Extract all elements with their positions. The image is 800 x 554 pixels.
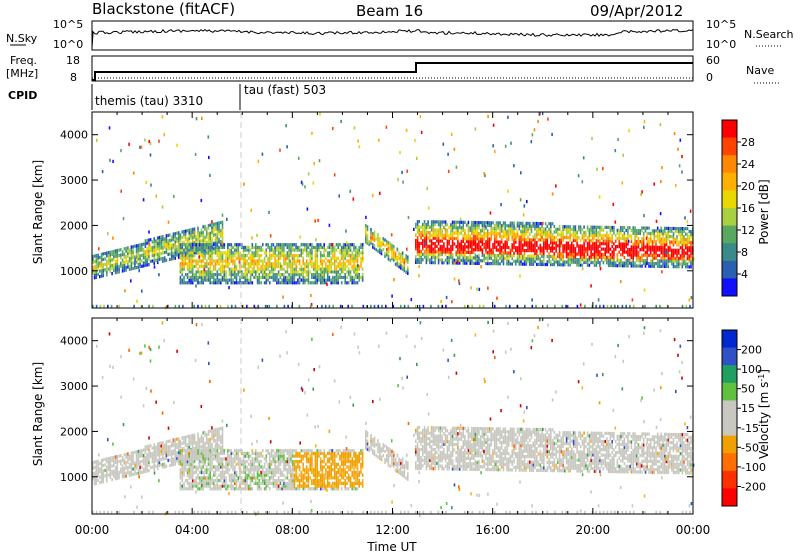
colorbar-swatch xyxy=(722,470,737,489)
velocity-panel: 1000 2000 3000 4000 Slant Range [km] xyxy=(31,317,695,518)
x-axis-label: Time UT xyxy=(366,540,417,554)
freq-panel: Freq. [MHz] 18 8 60 0 Nave xyxy=(6,54,780,84)
x-tick-label: 04:00 xyxy=(175,523,210,537)
radar-title: Blackstone (fitACF) xyxy=(92,0,235,18)
colorbar-swatch xyxy=(722,435,737,454)
power-panel: 1000 2000 3000 4000 Slant Range [km] xyxy=(31,111,695,312)
x-tick-label: 00:00 xyxy=(676,523,711,537)
nsky-series xyxy=(91,28,694,49)
velocity-colorbar-label: Velocity [m s-1] xyxy=(757,369,771,459)
freq-tick-low: 8 xyxy=(70,71,77,84)
velocity-colorbar: 200 100 50 15 -15 -50 -100 -200 xyxy=(721,329,766,507)
y-tick-label: 3000 xyxy=(60,174,88,187)
colorbar-tick-label: -100 xyxy=(741,461,766,474)
colorbar-swatch xyxy=(722,155,737,174)
power-ylabel: Slant Range [km] xyxy=(31,160,45,264)
cpid-1-label: themis (tau) 3310 xyxy=(95,94,203,108)
nave-tick-low: 0 xyxy=(706,71,713,84)
colorbar-swatch xyxy=(722,243,737,262)
nsky-label: N.Sky xyxy=(6,32,38,45)
colorbar-tick-label: -50 xyxy=(741,441,759,454)
freq-series xyxy=(92,62,693,81)
x-axis: 00:00 04:00 08:00 12:00 16:00 20:00 00:00 xyxy=(75,523,711,537)
colorbar-tick-label: 8 xyxy=(741,246,748,259)
colorbar-swatch xyxy=(722,382,737,401)
nave-tick-high: 60 xyxy=(706,54,720,67)
colorbar-swatch xyxy=(722,400,737,419)
colorbar-tick-label: 16 xyxy=(741,202,755,215)
y-tick-label: 2000 xyxy=(60,219,88,232)
colorbar-tick-label: -15 xyxy=(741,422,759,435)
colorbar-tick-label: 15 xyxy=(741,402,755,415)
colorbar-swatch xyxy=(722,137,737,156)
freq-tick-high: 18 xyxy=(66,54,80,67)
y-tick-label: 4000 xyxy=(60,335,88,348)
colorbar-swatch xyxy=(722,278,737,297)
y-tick-label: 2000 xyxy=(60,425,88,438)
cpid-label: CPID xyxy=(8,89,37,102)
beam-label: Beam 16 xyxy=(356,2,423,20)
colorbar-tick-label: 100 xyxy=(741,363,762,376)
nave-label: Nave xyxy=(746,64,774,77)
colorbar-swatch xyxy=(722,418,737,437)
colorbar-tick-label: -200 xyxy=(741,480,766,493)
colorbar-swatch xyxy=(722,225,737,244)
x-tick-label: 00:00 xyxy=(75,523,110,537)
cpid-2-label: tau (fast) 503 xyxy=(244,83,326,97)
colorbar-swatch xyxy=(722,365,737,384)
colorbar-swatch xyxy=(722,453,737,472)
nsky-tick-high: 10^5 xyxy=(53,18,83,31)
freq-unit-label: [MHz] xyxy=(6,67,38,80)
colorbar-tick-label: 20 xyxy=(741,180,755,193)
date-label: 09/Apr/2012 xyxy=(590,2,683,20)
colorbar-swatch xyxy=(722,488,737,507)
x-tick-label: 12:00 xyxy=(375,523,410,537)
nsky-panel: N.Sky 10^5 10^0 10^5 10^0 N.Search xyxy=(6,18,794,51)
colorbar-swatch xyxy=(722,330,737,349)
velocity-data xyxy=(92,318,695,518)
colorbar-swatch xyxy=(722,120,737,139)
colorbar-swatch xyxy=(722,347,737,366)
colorbar-tick-label: 12 xyxy=(741,224,755,237)
y-tick-label: 3000 xyxy=(60,380,88,393)
colorbar-swatch xyxy=(722,260,737,279)
power-colorbar-label: Power [dB] xyxy=(757,179,771,244)
colorbar-tick-label: 50 xyxy=(741,383,755,396)
colorbar-tick-label: 200 xyxy=(741,344,762,357)
colorbar-swatch xyxy=(722,172,737,191)
velocity-ylabel: Slant Range [km] xyxy=(31,362,45,466)
freq-label: Freq. xyxy=(10,54,37,67)
nsearch-tick-low: 10^0 xyxy=(706,38,736,51)
nsky-tick-low: 10^0 xyxy=(53,38,83,51)
colorbar-tick-label: 24 xyxy=(741,158,755,171)
y-tick-label: 1000 xyxy=(60,471,88,484)
y-tick-label: 4000 xyxy=(60,129,88,142)
nsearch-tick-high: 10^5 xyxy=(706,18,736,31)
x-tick-label: 08:00 xyxy=(275,523,310,537)
power-data xyxy=(92,112,695,312)
power-colorbar: 28 24 20 16 12 8 4 xyxy=(721,119,755,297)
colorbar-swatch xyxy=(722,190,737,209)
x-tick-label: 16:00 xyxy=(475,523,510,537)
colorbar-tick-label: 4 xyxy=(741,268,748,281)
colorbar-tick-label: 28 xyxy=(741,136,755,149)
y-tick-label: 1000 xyxy=(60,265,88,278)
nsearch-label: N.Search xyxy=(744,28,794,41)
colorbar-swatch xyxy=(722,208,737,227)
x-tick-label: 20:00 xyxy=(576,523,611,537)
cpid-panel: CPID themis (tau) 3310 tau (fast) 503 xyxy=(8,83,326,110)
